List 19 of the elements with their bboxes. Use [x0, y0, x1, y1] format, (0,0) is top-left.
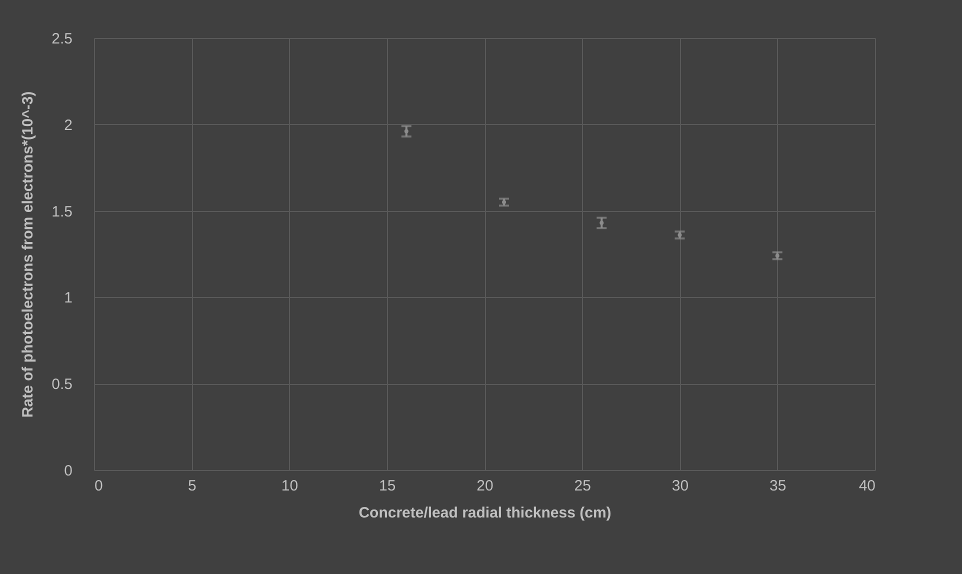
- y-tick-label: 1.5: [52, 203, 72, 220]
- y-axis-title: Rate of photoelectrons from electrons*(10^-3): [20, 91, 37, 418]
- x-tick-label: 25: [574, 478, 591, 494]
- x-tick-label: 5: [188, 478, 196, 494]
- y-tick-label: 1: [64, 290, 72, 307]
- y-tick-label: 2: [64, 116, 72, 134]
- x-tick-label: 0: [94, 478, 103, 494]
- x-tick-label: 15: [379, 478, 396, 494]
- y-tick-label: 0.5: [52, 376, 72, 394]
- point: [600, 220, 604, 225]
- x-tick-label: 40: [858, 478, 876, 494]
- y-tick-label: 0: [64, 462, 72, 480]
- x-tick-label: 30: [672, 478, 689, 494]
- x-axis-title: Concrete/lead radial thickness (cm): [358, 504, 612, 522]
- x-tick-label: 10: [281, 478, 298, 494]
- x-tick-label: 35: [770, 478, 786, 494]
- y-tick-label: 2.5: [52, 30, 72, 48]
- point: [404, 129, 408, 134]
- x-tick-label: 20: [476, 478, 494, 494]
